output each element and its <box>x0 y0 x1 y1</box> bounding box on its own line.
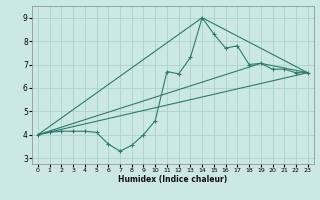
X-axis label: Humidex (Indice chaleur): Humidex (Indice chaleur) <box>118 175 228 184</box>
